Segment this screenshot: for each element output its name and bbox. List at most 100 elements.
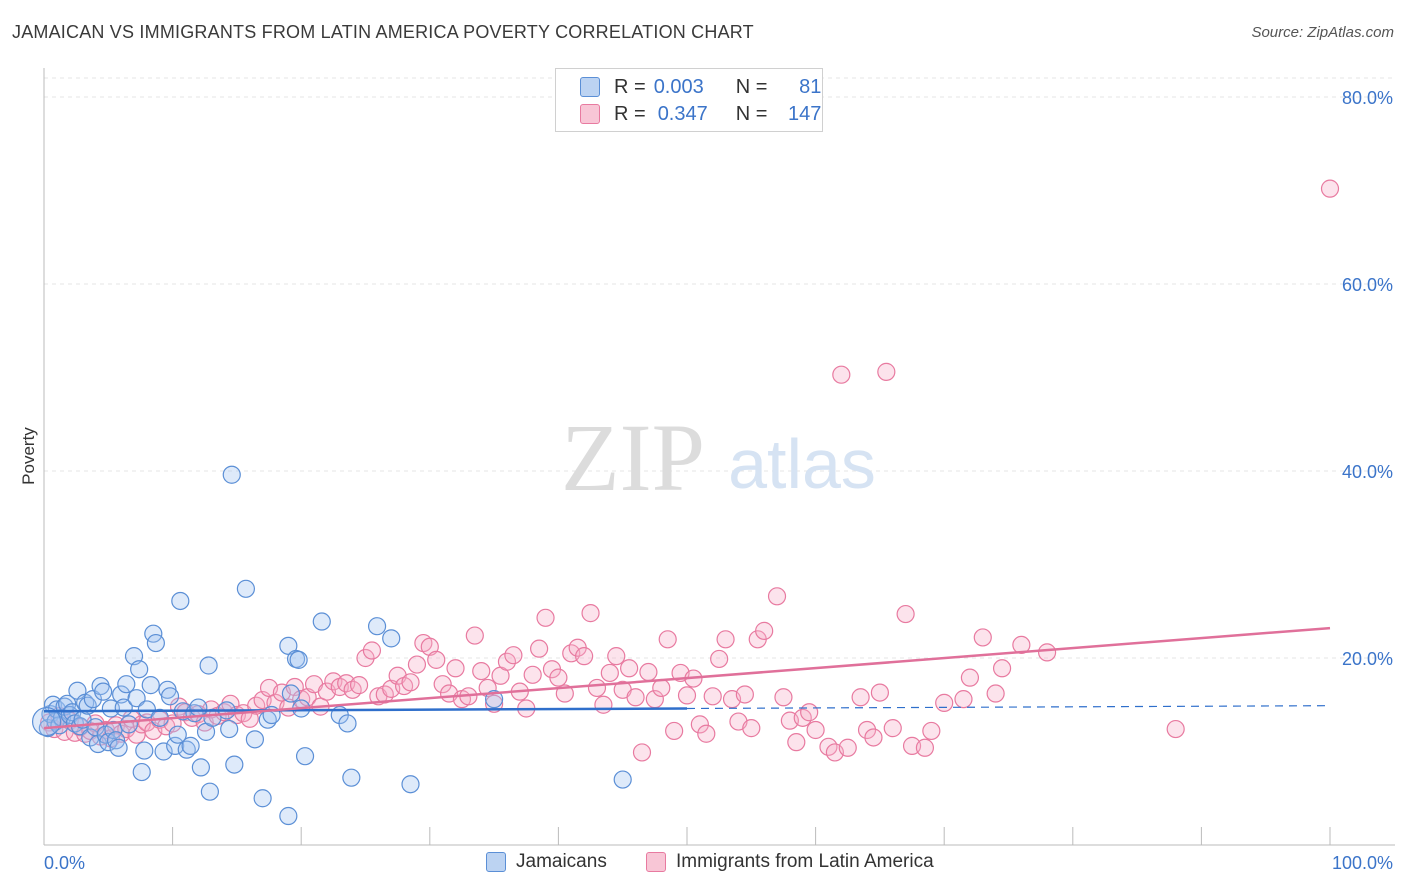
data-point-jamaicans: [130, 660, 149, 679]
data-point-jamaicans: [338, 714, 357, 733]
data-point-latin-america: [549, 668, 568, 687]
data-point-latin-america: [857, 720, 877, 740]
tick-labels: 20.0% 40.0% 60.0% 80.0% 0.0% 100.0%: [44, 88, 1393, 873]
legend-r-value: 0.347: [657, 102, 708, 125]
series-jamaicans-points: [31, 465, 632, 826]
trend-line-latin-america: [43, 626, 1331, 730]
data-point-jamaicans: [295, 747, 315, 766]
data-point-latin-america: [349, 676, 369, 695]
stats-legend: R = 0.003 N = 81 R = 0.347 N = 147: [555, 68, 823, 132]
data-point-latin-america: [832, 365, 851, 384]
data-point-latin-america: [986, 684, 1005, 703]
legend-n-label: N =: [735, 102, 768, 125]
data-point-latin-america: [620, 659, 639, 678]
data-point-jamaicans: [382, 629, 401, 648]
data-point-jamaicans: [117, 675, 136, 694]
data-point-jamaicans: [289, 650, 308, 669]
data-point-latin-america: [530, 639, 549, 658]
data-point-latin-america: [658, 630, 677, 649]
data-point-latin-america: [864, 728, 883, 747]
data-point-latin-america: [536, 608, 555, 627]
legend-n-label: N =: [735, 75, 768, 98]
data-point-latin-america: [407, 655, 427, 674]
legend-n-value: 147: [788, 102, 822, 125]
data-point-latin-america: [973, 628, 992, 647]
data-point-latin-america: [362, 641, 382, 660]
data-point-latin-america: [1166, 719, 1185, 739]
data-point-jamaicans: [127, 689, 146, 708]
data-point-latin-america: [877, 362, 896, 381]
data-point-latin-america: [1320, 179, 1340, 198]
x-tick-label: 100.0%: [1332, 853, 1393, 873]
data-point-jamaicans: [171, 591, 190, 611]
series-latin-america-points: [40, 179, 1340, 762]
data-point-jamaicans: [485, 690, 504, 709]
data-point-latin-america: [735, 685, 754, 704]
data-point-latin-america: [1012, 635, 1031, 655]
legend-r-label: R =: [614, 75, 646, 98]
data-point-latin-america: [497, 652, 517, 671]
data-point-jamaicans: [401, 775, 420, 794]
data-point-jamaicans: [191, 758, 210, 777]
data-point-jamaicans: [225, 755, 244, 774]
data-point-jamaicans: [106, 731, 126, 750]
data-point-jamaicans: [236, 579, 256, 598]
trend-line-jamaicans-extension: [686, 705, 1331, 710]
data-point-latin-america: [851, 688, 870, 707]
data-point-jamaicans: [281, 684, 301, 703]
data-point-jamaicans: [94, 682, 113, 701]
data-point-latin-america: [677, 686, 697, 705]
legend-swatch-blue: [580, 77, 600, 97]
data-point-latin-america: [465, 626, 484, 645]
data-point-latin-america: [575, 647, 594, 666]
trend-lines: [43, 626, 1331, 730]
data-point-latin-america: [960, 668, 980, 687]
data-point-jamaicans: [166, 736, 185, 755]
grid-lines: [44, 77, 1395, 659]
data-point-latin-america: [446, 659, 465, 678]
data-point-jamaicans: [137, 700, 156, 719]
data-point-latin-america: [504, 646, 523, 665]
data-point-latin-america: [690, 715, 709, 734]
data-point-jamaicans: [342, 768, 361, 787]
y-tick-label: 60.0%: [1342, 275, 1393, 295]
data-point-latin-america: [420, 637, 439, 656]
data-point-latin-america: [710, 649, 729, 669]
data-point-latin-america: [716, 630, 735, 649]
data-point-latin-america: [632, 743, 652, 762]
axes: [43, 68, 1395, 846]
bottom-legend-latin-america: Immigrants from Latin America: [646, 851, 934, 873]
data-point-latin-america: [433, 675, 452, 694]
data-point-latin-america: [401, 673, 420, 692]
bottom-legend-swatch-blue: [486, 852, 506, 872]
watermark: ZIP atlas: [561, 404, 876, 511]
data-point-latin-america: [581, 604, 600, 623]
data-point-latin-america: [523, 665, 542, 684]
data-point-latin-america: [806, 720, 825, 740]
data-point-jamaicans: [222, 465, 241, 484]
data-point-jamaicans: [101, 699, 120, 718]
data-point-latin-america: [742, 719, 761, 738]
data-point-latin-america: [767, 587, 787, 606]
data-point-jamaicans: [154, 742, 173, 761]
bottom-legend-swatch-pink: [646, 852, 666, 872]
data-point-latin-america: [703, 687, 722, 706]
data-point-latin-america: [652, 678, 671, 698]
data-point-jamaicans: [168, 725, 187, 744]
bottom-legend-label: Immigrants from Latin America: [676, 851, 934, 872]
data-point-jamaicans: [160, 687, 180, 706]
data-point-jamaicans: [200, 782, 219, 801]
legend-r-value: 0.003: [653, 75, 704, 98]
data-point-latin-america: [915, 738, 935, 757]
data-point-latin-america: [870, 683, 890, 702]
data-point-latin-america: [954, 690, 973, 709]
y-tick-label: 20.0%: [1342, 649, 1393, 669]
data-point-latin-america: [594, 695, 613, 714]
watermark-zip: ZIP: [561, 404, 705, 511]
data-point-jamaicans: [189, 698, 208, 717]
data-point-latin-america: [1037, 643, 1057, 662]
data-point-latin-america: [838, 738, 857, 757]
data-point-jamaicans: [367, 617, 387, 636]
source-label: Source: ZipAtlas.com: [1251, 24, 1394, 41]
